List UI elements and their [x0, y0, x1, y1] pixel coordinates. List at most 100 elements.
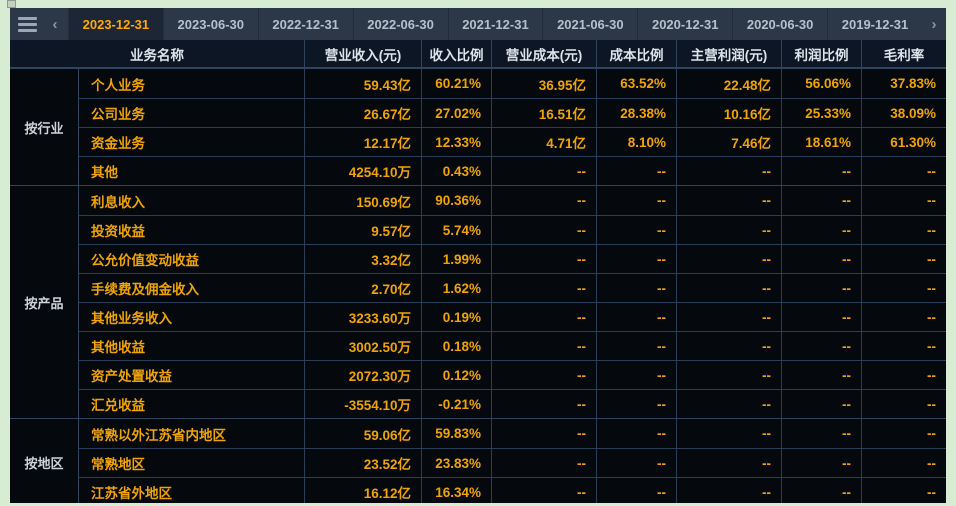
cell-cost: -- [491, 478, 596, 503]
cell-profit: -- [676, 245, 781, 273]
cell-cost-ratio: -- [596, 332, 676, 360]
table-row[interactable]: 其他收益 3002.50万 0.18% -- -- -- -- -- [79, 331, 946, 360]
cell-profit-ratio: -- [781, 449, 861, 477]
cell-profit: -- [676, 449, 781, 477]
cell-revenue-ratio: 0.12% [421, 361, 491, 389]
cell-revenue: 26.67亿 [304, 99, 421, 127]
cell-gross-margin: -- [861, 449, 946, 477]
table-row[interactable]: 个人业务 59.43亿 60.21% 36.95亿 63.52% 22.48亿 … [79, 69, 946, 98]
table-row[interactable]: 手续费及佣金收入 2.70亿 1.62% -- -- -- -- -- [79, 273, 946, 302]
cell-cost-ratio: -- [596, 157, 676, 185]
table-row[interactable]: 其他业务收入 3233.60万 0.19% -- -- -- -- -- [79, 302, 946, 331]
tab-date-2021-06-30[interactable]: 2021-06-30 [542, 8, 637, 40]
cell-cost-ratio: -- [596, 245, 676, 273]
table-row[interactable]: 资产处置收益 2072.30万 0.12% -- -- -- -- -- [79, 360, 946, 389]
cell-cost: -- [491, 157, 596, 185]
tab-date-2022-06-30[interactable]: 2022-06-30 [352, 8, 448, 40]
cell-revenue-ratio: 27.02% [421, 99, 491, 127]
tab-date-2020-12-31[interactable]: 2020-12-31 [637, 8, 732, 40]
cell-profit: 10.16亿 [676, 99, 781, 127]
cell-cost-ratio: -- [596, 419, 676, 448]
cell-gross-margin: 38.09% [861, 99, 946, 127]
header-revenue: 营业收入(元) [304, 40, 421, 67]
next-dates-arrow-icon[interactable]: › [931, 15, 937, 33]
cell-revenue-ratio: 23.83% [421, 449, 491, 477]
tab-date-2021-12-31[interactable]: 2021-12-31 [447, 8, 543, 40]
header-profit: 主营利润(元) [676, 40, 781, 67]
cell-cost-ratio: -- [596, 390, 676, 418]
table-row[interactable]: 汇兑收益 -3554.10万 -0.21% -- -- -- -- -- [79, 389, 946, 418]
cell-revenue-ratio: 90.36% [421, 186, 491, 215]
page-corner-artifact [7, 0, 16, 8]
cell-cost: 16.51亿 [491, 99, 596, 127]
cell-revenue: 59.06亿 [304, 419, 421, 448]
table-row[interactable]: 公司业务 26.67亿 27.02% 16.51亿 28.38% 10.16亿 … [79, 98, 946, 127]
cell-cost-ratio: 8.10% [596, 128, 676, 156]
cell-revenue-ratio: 60.21% [421, 69, 491, 98]
cell-cost-ratio: -- [596, 186, 676, 215]
cell-revenue-ratio: 0.43% [421, 157, 491, 185]
table-row[interactable]: 常熟地区 23.52亿 23.83% -- -- -- -- -- [79, 448, 946, 477]
cell-revenue: 2072.30万 [304, 361, 421, 389]
cell-profit-ratio: -- [781, 186, 861, 215]
cell-revenue: 3.32亿 [304, 245, 421, 273]
cell-cost: -- [491, 449, 596, 477]
group-label: 按行业 [10, 69, 79, 185]
cell-profit: -- [676, 361, 781, 389]
cell-revenue: 4254.10万 [304, 157, 421, 185]
table-row[interactable]: 公允价值变动收益 3.32亿 1.99% -- -- -- -- -- [79, 244, 946, 273]
cell-profit: -- [676, 419, 781, 448]
cell-gross-margin: -- [861, 478, 946, 503]
table-row[interactable]: 其他 4254.10万 0.43% -- -- -- -- -- [79, 156, 946, 185]
cell-revenue: 3002.50万 [304, 332, 421, 360]
cell-profit: -- [676, 274, 781, 302]
cell-profit-ratio: -- [781, 157, 861, 185]
cell-gross-margin: 37.83% [861, 69, 946, 98]
header-revenue-ratio: 收入比例 [421, 40, 491, 67]
cell-revenue: 150.69亿 [304, 186, 421, 215]
cell-profit: -- [676, 157, 781, 185]
tab-date-2022-12-31[interactable]: 2022-12-31 [257, 8, 353, 40]
cell-profit: 22.48亿 [676, 69, 781, 98]
cell-gross-margin: -- [861, 361, 946, 389]
cell-cost: 4.71亿 [491, 128, 596, 156]
row-label: 其他业务收入 [91, 311, 172, 326]
cell-cost-ratio: -- [596, 478, 676, 503]
table-row[interactable]: 常熟以外江苏省内地区 59.06亿 59.83% -- -- -- -- -- [79, 419, 946, 448]
row-label: 江苏省外地区 [91, 486, 172, 501]
cell-gross-margin: -- [861, 157, 946, 185]
table-row[interactable]: 利息收入 150.69亿 90.36% -- -- -- -- -- [79, 186, 946, 215]
cell-revenue: 2.70亿 [304, 274, 421, 302]
header-gross-margin: 毛利率 [861, 40, 946, 67]
cell-revenue: 9.57亿 [304, 216, 421, 244]
cell-profit-ratio: -- [781, 303, 861, 331]
cell-profit: -- [676, 303, 781, 331]
group-by-industry: 按行业 个人业务 59.43亿 60.21% 36.95亿 63.52% 22.… [10, 68, 946, 185]
row-label: 公允价值变动收益 [91, 253, 199, 268]
cell-gross-margin: -- [861, 216, 946, 244]
cell-cost: 36.95亿 [491, 69, 596, 98]
header-cost-ratio: 成本比例 [596, 40, 676, 67]
table-row[interactable]: 投资收益 9.57亿 5.74% -- -- -- -- -- [79, 215, 946, 244]
group-by-product: 按产品 利息收入 150.69亿 90.36% -- -- -- -- -- 投… [10, 185, 946, 418]
row-label: 利息收入 [91, 194, 145, 210]
group-by-region: 按地区 常熟以外江苏省内地区 59.06亿 59.83% -- -- -- --… [10, 418, 946, 503]
cell-cost: -- [491, 419, 596, 448]
cell-profit-ratio: -- [781, 419, 861, 448]
cell-revenue-ratio: 5.74% [421, 216, 491, 244]
table-row[interactable]: 资金业务 12.17亿 12.33% 4.71亿 8.10% 7.46亿 18.… [79, 127, 946, 156]
hamburger-menu-icon[interactable] [10, 8, 42, 40]
tab-date-2019-12-31[interactable]: 2019-12-31 [827, 8, 922, 40]
cell-revenue-ratio: 1.62% [421, 274, 491, 302]
cell-gross-margin: -- [861, 303, 946, 331]
prev-dates-arrow-icon[interactable]: ‹ [52, 15, 58, 33]
cell-revenue-ratio: 1.99% [421, 245, 491, 273]
cell-revenue: 23.52亿 [304, 449, 421, 477]
tab-date-2023-06-30[interactable]: 2023-06-30 [162, 8, 258, 40]
cell-gross-margin: -- [861, 332, 946, 360]
tab-date-2020-06-30[interactable]: 2020-06-30 [732, 8, 827, 40]
tab-date-2023-12-31[interactable]: 2023-12-31 [67, 8, 163, 40]
table-row[interactable]: 江苏省外地区 16.12亿 16.34% -- -- -- -- -- [79, 477, 946, 503]
header-business-name: 业务名称 [130, 47, 184, 63]
cell-profit: -- [676, 186, 781, 215]
